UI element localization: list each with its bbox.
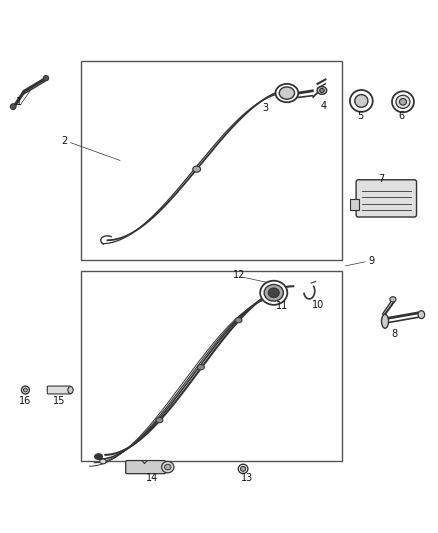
Ellipse shape (396, 95, 410, 108)
Ellipse shape (320, 88, 324, 92)
FancyBboxPatch shape (356, 180, 417, 217)
Bar (350, 199, 359, 211)
Ellipse shape (240, 466, 246, 471)
Ellipse shape (198, 365, 205, 370)
Ellipse shape (162, 462, 174, 473)
Ellipse shape (238, 464, 248, 473)
Text: 9: 9 (368, 256, 374, 266)
Text: 13: 13 (240, 473, 253, 482)
Ellipse shape (350, 90, 373, 112)
Text: 11: 11 (276, 301, 289, 311)
Text: 10: 10 (312, 300, 324, 310)
Text: 5: 5 (357, 111, 363, 121)
Text: 16: 16 (19, 397, 31, 406)
Ellipse shape (95, 454, 102, 459)
Text: 4: 4 (320, 101, 326, 111)
Ellipse shape (43, 76, 49, 81)
Text: 7: 7 (378, 174, 384, 184)
Ellipse shape (392, 91, 414, 112)
Ellipse shape (164, 464, 171, 470)
Text: 1: 1 (16, 97, 22, 107)
Ellipse shape (10, 104, 16, 109)
FancyBboxPatch shape (47, 386, 71, 394)
Bar (81, 271, 342, 462)
Ellipse shape (99, 459, 106, 464)
Ellipse shape (260, 281, 287, 305)
Bar (81, 61, 342, 260)
Text: 15: 15 (53, 397, 65, 406)
Text: 2: 2 (62, 136, 68, 146)
Text: 14: 14 (146, 473, 158, 482)
Ellipse shape (24, 388, 27, 392)
Ellipse shape (279, 87, 294, 99)
FancyBboxPatch shape (126, 461, 166, 474)
Text: 3: 3 (262, 103, 268, 113)
Ellipse shape (399, 99, 406, 105)
Ellipse shape (156, 417, 163, 423)
Text: 12: 12 (233, 270, 245, 280)
Text: 6: 6 (399, 111, 405, 122)
Ellipse shape (381, 314, 389, 328)
Ellipse shape (21, 386, 29, 394)
Ellipse shape (193, 166, 201, 172)
Text: 8: 8 (391, 329, 397, 340)
Ellipse shape (276, 84, 298, 102)
Ellipse shape (317, 86, 327, 94)
Ellipse shape (268, 288, 279, 297)
Ellipse shape (418, 311, 425, 319)
Ellipse shape (264, 285, 283, 301)
Ellipse shape (68, 386, 73, 393)
Ellipse shape (355, 94, 368, 107)
Ellipse shape (235, 318, 242, 323)
Ellipse shape (390, 297, 396, 302)
